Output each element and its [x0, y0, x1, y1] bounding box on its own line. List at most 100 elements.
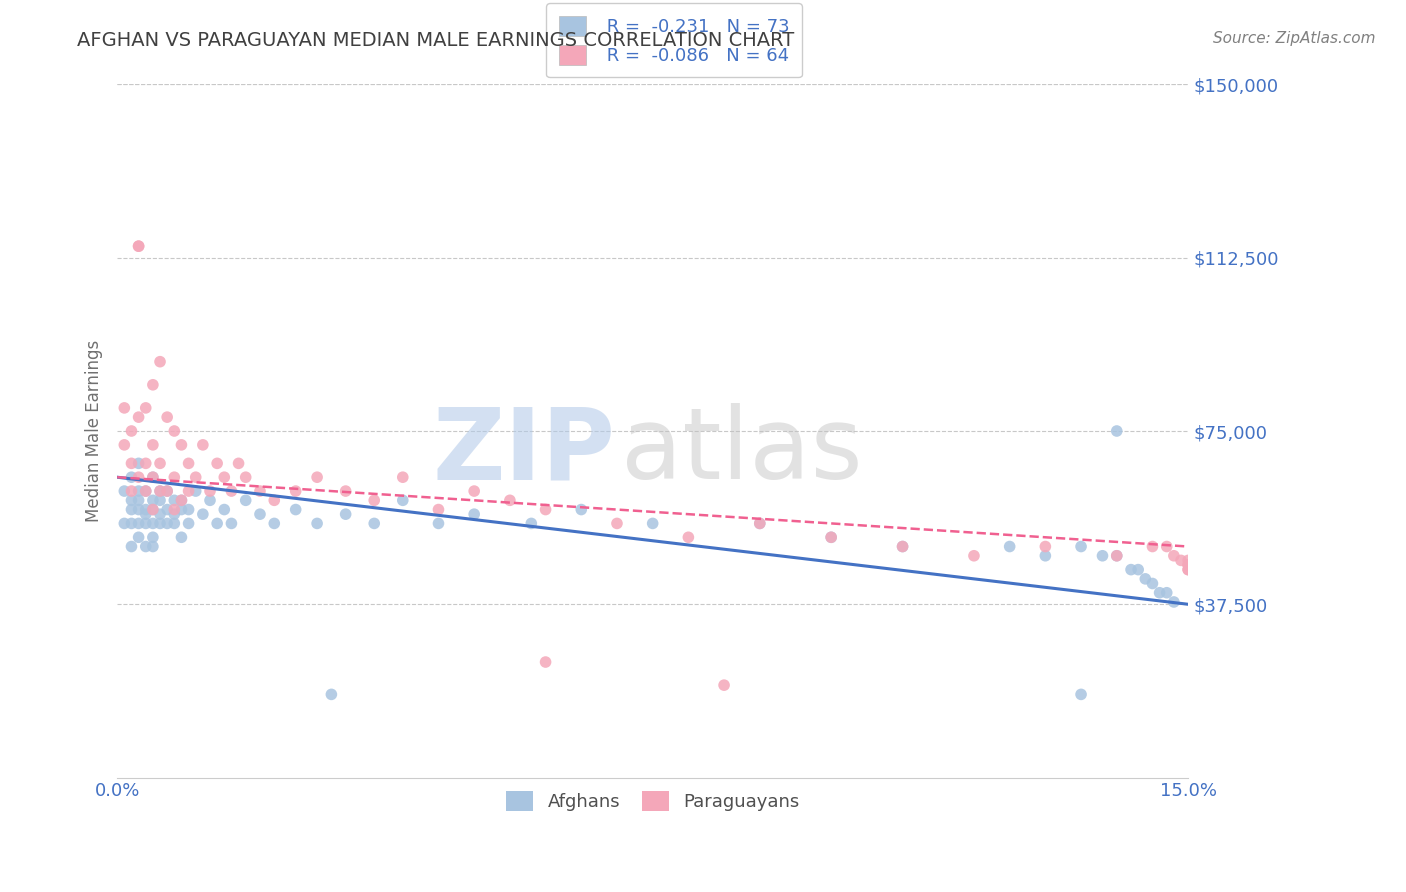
Point	[1149, 585, 1171, 599]
Point	[135, 484, 157, 499]
Point	[534, 655, 557, 669]
Point	[128, 410, 150, 425]
Point	[198, 484, 221, 499]
Point	[128, 516, 150, 531]
Point	[163, 424, 186, 438]
Point	[191, 507, 214, 521]
Point	[128, 239, 150, 253]
Point	[228, 456, 250, 470]
Point	[135, 484, 157, 499]
Point	[214, 470, 236, 484]
Point	[121, 493, 143, 508]
Point	[427, 502, 450, 516]
Point	[163, 507, 186, 521]
Point	[1070, 687, 1092, 701]
Point	[249, 507, 271, 521]
Text: atlas: atlas	[620, 403, 862, 500]
Point	[891, 540, 914, 554]
Point	[1142, 576, 1164, 591]
Point	[713, 678, 735, 692]
Point	[198, 493, 221, 508]
Point	[321, 687, 343, 701]
Text: AFGHAN VS PARAGUAYAN MEDIAN MALE EARNINGS CORRELATION CHART: AFGHAN VS PARAGUAYAN MEDIAN MALE EARNING…	[77, 31, 794, 50]
Point	[463, 484, 485, 499]
Point	[1170, 553, 1192, 567]
Point	[142, 470, 165, 484]
Point	[891, 540, 914, 554]
Point	[235, 493, 257, 508]
Point	[112, 438, 135, 452]
Point	[205, 456, 228, 470]
Point	[112, 401, 135, 415]
Point	[177, 456, 200, 470]
Point	[112, 484, 135, 499]
Point	[177, 502, 200, 516]
Point	[284, 484, 307, 499]
Text: Source: ZipAtlas.com: Source: ZipAtlas.com	[1212, 31, 1375, 46]
Point	[606, 516, 628, 531]
Point	[1177, 558, 1199, 572]
Point	[249, 484, 271, 499]
Point	[1128, 563, 1150, 577]
Point	[520, 516, 543, 531]
Point	[1163, 549, 1185, 563]
Point	[128, 239, 150, 253]
Point	[263, 516, 285, 531]
Y-axis label: Median Male Earnings: Median Male Earnings	[86, 340, 103, 522]
Point	[307, 516, 329, 531]
Point	[128, 484, 150, 499]
Point	[1177, 553, 1199, 567]
Point	[214, 502, 236, 516]
Point	[335, 484, 357, 499]
Point	[170, 493, 193, 508]
Point	[1135, 572, 1157, 586]
Point	[820, 530, 842, 544]
Point	[221, 516, 243, 531]
Point	[1156, 540, 1178, 554]
Point	[963, 549, 986, 563]
Point	[391, 470, 413, 484]
Point	[1177, 563, 1199, 577]
Point	[170, 530, 193, 544]
Point	[177, 516, 200, 531]
Point	[363, 516, 385, 531]
Point	[163, 493, 186, 508]
Point	[391, 493, 413, 508]
Point	[263, 493, 285, 508]
Point	[170, 493, 193, 508]
Point	[1105, 424, 1128, 438]
Point	[121, 540, 143, 554]
Point	[121, 484, 143, 499]
Point	[163, 502, 186, 516]
Point	[427, 516, 450, 531]
Point	[191, 438, 214, 452]
Point	[221, 484, 243, 499]
Point	[363, 493, 385, 508]
Point	[121, 516, 143, 531]
Point	[170, 438, 193, 452]
Point	[205, 516, 228, 531]
Point	[820, 530, 842, 544]
Point	[1177, 558, 1199, 572]
Point	[135, 502, 157, 516]
Point	[1142, 540, 1164, 554]
Point	[128, 456, 150, 470]
Point	[142, 540, 165, 554]
Point	[1035, 549, 1057, 563]
Text: ZIP: ZIP	[432, 403, 616, 500]
Point	[142, 377, 165, 392]
Point	[170, 502, 193, 516]
Point	[1177, 563, 1199, 577]
Point	[142, 502, 165, 516]
Point	[284, 502, 307, 516]
Point	[142, 502, 165, 516]
Point	[1070, 540, 1092, 554]
Point	[1119, 563, 1142, 577]
Point	[149, 354, 172, 368]
Point	[135, 516, 157, 531]
Point	[149, 507, 172, 521]
Point	[149, 493, 172, 508]
Point	[121, 424, 143, 438]
Point	[156, 410, 179, 425]
Point	[1091, 549, 1114, 563]
